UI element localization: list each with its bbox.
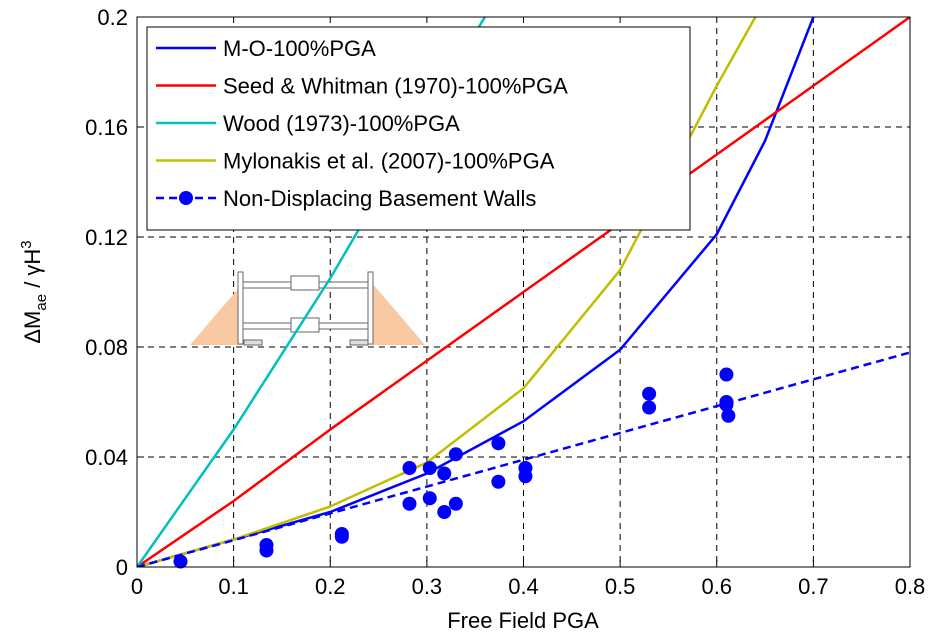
legend-label: Wood (1973)-100%PGA	[223, 111, 460, 136]
data-point	[518, 469, 533, 484]
data-point	[448, 447, 463, 462]
data-point	[437, 505, 452, 519]
y-axis-label: ΔMae / γH3	[18, 240, 50, 343]
legend-label: Mylonakis et al. (2007)-100%PGA	[223, 149, 555, 174]
data-point	[719, 397, 734, 412]
y-label-part: ΔM	[20, 311, 45, 344]
data-point	[259, 543, 274, 558]
y-label-part: ae	[33, 294, 50, 311]
markers-layer	[173, 367, 736, 569]
data-point	[491, 474, 506, 489]
y-tick-label: 0.08	[85, 335, 128, 360]
data-point	[402, 496, 417, 511]
data-point	[422, 491, 437, 506]
series-line	[137, 351, 910, 567]
axes: 0 0.1 0.2 0.3 0.4 0.5 0.6 0.7 0.8 0 0.04 0.08 0.12 0.…	[85, 5, 925, 599]
x-tick-label: 0.8	[895, 574, 926, 599]
x-tick-label: 0.3	[412, 574, 443, 599]
legend-label: Non-Displacing Basement Walls	[223, 186, 536, 211]
data-point	[173, 554, 188, 569]
data-point	[422, 461, 437, 475]
data-point	[491, 436, 506, 451]
x-axis-label: Free Field PGA	[447, 608, 599, 633]
data-point	[721, 408, 736, 423]
data-point	[402, 461, 417, 475]
x-tick-label: 0.6	[701, 574, 732, 599]
data-point	[334, 529, 349, 544]
y-tick-label: 0.2	[97, 5, 128, 30]
legend-marker	[179, 191, 193, 205]
y-tick-label: 0	[116, 555, 128, 580]
y-tick-label: 0.04	[85, 445, 128, 470]
series-line	[137, 17, 757, 567]
legend-label: Seed & Whitman (1970)-100%PGA	[223, 74, 568, 99]
series-line	[137, 17, 910, 567]
x-tick-label: 0.2	[315, 574, 346, 599]
data-point	[719, 367, 734, 382]
data-point	[448, 496, 463, 511]
x-tick-label: 0.5	[605, 574, 636, 599]
legend-box	[146, 26, 691, 231]
y-label-part: / γH	[20, 249, 45, 294]
data-point	[437, 466, 452, 481]
y-tick-label: 0.16	[85, 115, 128, 140]
legend-label: M-O-100%PGA	[223, 36, 376, 61]
legend: M-O-100%PGA Seed & Whitman (1970)-100%PGA…	[146, 26, 691, 231]
y-tick-label: 0.12	[85, 225, 128, 250]
y-label-part: 3	[18, 240, 35, 248]
x-tick-label: 0.4	[508, 574, 539, 599]
x-tick-label: 0.7	[798, 574, 829, 599]
x-tick-label: 0	[131, 574, 143, 599]
data-point	[642, 386, 657, 401]
x-tick-label: 0.1	[218, 574, 249, 599]
data-point	[642, 400, 657, 415]
